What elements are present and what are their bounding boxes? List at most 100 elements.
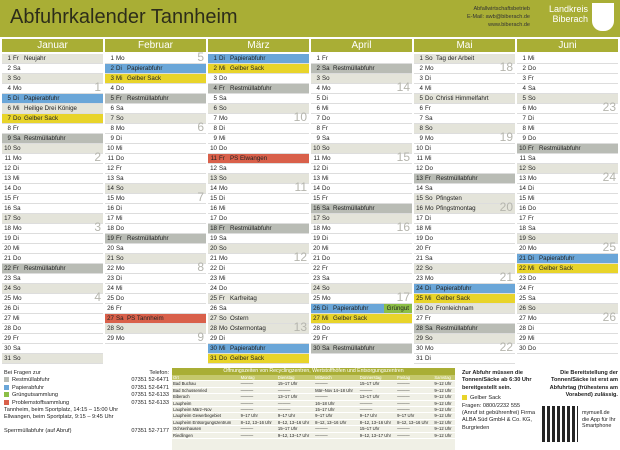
weekday: Di: [219, 335, 225, 342]
day-number: 3: [7, 75, 11, 82]
hours-cell: ———: [314, 425, 359, 433]
weekday: Mo: [116, 195, 125, 202]
day: 1 Fr Neujahr: [2, 54, 103, 64]
day: 29 Mo 9: [105, 330, 206, 344]
event: [230, 134, 309, 143]
weekday: Do: [528, 345, 536, 352]
day-number: 20: [4, 245, 11, 252]
event: Fronleichnam: [436, 305, 474, 312]
event: [24, 234, 103, 243]
day: 27 So Ostern: [208, 314, 309, 324]
day: 15 Mi: [517, 194, 618, 204]
weekday: Mi: [528, 55, 535, 62]
weekday: Do: [219, 215, 227, 222]
day-number: 26: [313, 305, 320, 312]
weekday: Fr: [13, 55, 19, 62]
weekday: Do: [116, 85, 124, 92]
weekday: Fr: [219, 295, 225, 302]
legend-phone: 07351 52-6133: [131, 392, 169, 399]
weekday: Fr: [528, 145, 534, 152]
weekday: Mi: [528, 335, 535, 342]
day: 7 So: [105, 114, 206, 124]
day-number: 21: [416, 255, 423, 262]
day: 17 Do: [208, 214, 309, 224]
day: 21 Sa: [414, 254, 515, 264]
day-number: 5: [7, 95, 11, 102]
event: [539, 344, 618, 353]
day: 9 Mi: [208, 134, 309, 144]
hours-header: Ort Montag Dienstag Mittwoch Donnerstag Freit…: [172, 375, 455, 382]
event: [24, 144, 103, 153]
qr-code: [542, 406, 578, 442]
hours-cell: 15–17 Uhr: [276, 425, 315, 433]
day-number: 4: [110, 85, 114, 92]
day-number: 25: [313, 295, 320, 302]
event: Restmüllabfuhr: [436, 175, 478, 182]
day: 14 Do: [2, 184, 103, 194]
day-number: 23: [4, 275, 11, 282]
day-number: 9: [213, 135, 217, 142]
day: 6 Mo 23: [517, 101, 618, 114]
day-number: 30: [4, 345, 11, 352]
event: Gelber Sack: [333, 315, 368, 322]
day: 10 Fr Restmüllabfuhr: [517, 144, 618, 154]
day: 25 Fr Karfreitag: [208, 294, 309, 304]
day: 7 Sa: [414, 114, 515, 124]
hours-cell: 8–12, 13–16 Uhr: [239, 419, 277, 427]
day-number: 8: [316, 125, 320, 132]
month-name: Februar: [105, 39, 206, 52]
legend-item: Problemstoffsammlung 07351 52-6133: [4, 400, 169, 407]
weekday: Mi: [322, 315, 329, 322]
weekday: Di: [425, 215, 431, 222]
event: [24, 344, 103, 353]
event: [127, 304, 206, 313]
day: 22 Fr: [311, 264, 412, 274]
day: 28 Do: [2, 324, 103, 334]
yellow-text: Fragen: 0800/2232 555 (Anruf ist gebühre…: [462, 402, 536, 431]
day: 16 Di: [105, 204, 206, 214]
weekday: So: [425, 195, 433, 202]
weekday: Di: [116, 135, 122, 142]
week-number: 18: [499, 60, 513, 74]
event: Neujahr: [24, 55, 46, 62]
day: 19 Di: [311, 234, 412, 244]
week-number: 25: [602, 240, 616, 254]
weekday: Di: [116, 65, 122, 72]
event: [127, 54, 206, 63]
day: 8 Fr: [2, 124, 103, 134]
hours-cell: ———: [239, 425, 277, 433]
weekday: Fr: [116, 235, 122, 242]
day-number: 28: [4, 325, 11, 332]
event: [230, 204, 309, 213]
weekday: Sa: [13, 345, 21, 352]
weekday: Mo: [219, 325, 228, 332]
month-name: April: [311, 39, 412, 52]
day: 15 Mo 7: [105, 191, 206, 204]
day-number: 9: [316, 135, 320, 142]
weekday: Fr: [116, 165, 122, 172]
weekday: Mo: [322, 155, 331, 162]
day-number: 14: [210, 185, 217, 192]
day: 29 Di: [208, 334, 309, 344]
weekday: So: [322, 75, 330, 82]
day-number: 4: [7, 85, 11, 92]
day: 25 Sa: [517, 294, 618, 304]
day: 8 Mo 6: [105, 121, 206, 134]
event: Karfreitag: [230, 295, 257, 302]
event: [539, 194, 618, 203]
event: [333, 164, 412, 173]
weekday: Mi: [116, 285, 123, 292]
day-number: 5: [213, 95, 217, 102]
day: 11 Mi: [414, 154, 515, 164]
week-number: 9: [197, 330, 204, 344]
day-number: 14: [107, 185, 114, 192]
weekday: Di: [13, 165, 19, 172]
week-number: 22: [499, 340, 513, 354]
hours-cell: 15–17 Uhr: [276, 380, 315, 388]
day: 5 Do Christi Himmelfahrt: [414, 94, 515, 104]
weekday: So: [425, 335, 433, 342]
day-number: 26: [4, 305, 11, 312]
day: 18 Mi: [414, 224, 515, 234]
weekday: Do: [219, 145, 227, 152]
